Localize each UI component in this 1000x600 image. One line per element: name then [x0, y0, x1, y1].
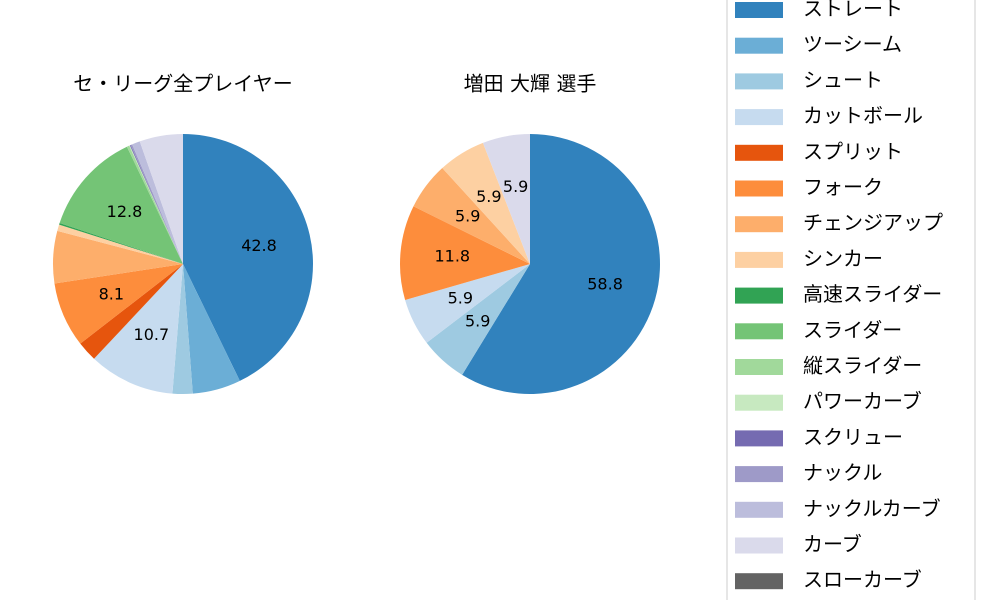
legend-label: スローカーブ: [803, 568, 922, 592]
value-label: 12.8: [107, 202, 143, 221]
legend-swatch: [735, 287, 783, 304]
pie-slice: [52, 230, 183, 284]
legend-swatch: [735, 37, 783, 54]
legend-swatch: [735, 180, 783, 197]
legend-swatch: [735, 2, 783, 18]
pie-slice: [413, 168, 530, 264]
legend-label: スクリュー: [803, 425, 903, 449]
pie-slice: [405, 264, 530, 343]
pie-slice: [129, 145, 183, 264]
value-label: 5.9: [448, 289, 473, 308]
value-label: 58.8: [587, 275, 623, 294]
legend-label: スプリット: [803, 139, 903, 163]
legend-swatch: [735, 109, 783, 126]
pie-slice: [442, 142, 530, 264]
value-label: 5.9: [503, 177, 528, 196]
legend-swatch: [735, 323, 783, 340]
pie-slice: [80, 264, 183, 359]
value-label: 5.9: [465, 311, 490, 330]
legend-swatch: [735, 359, 783, 375]
value-label: 42.8: [241, 236, 277, 255]
legend-label: カーブ: [803, 532, 862, 556]
legend-swatch: [735, 251, 783, 268]
legend-label: ツーシーム: [803, 32, 902, 56]
legend-swatch: [735, 394, 783, 411]
value-label: 11.8: [434, 247, 470, 266]
legend-box: [726, 0, 976, 600]
legend-label: 高速スライダー: [803, 282, 942, 306]
chart-title: 増田 大輝 選手: [464, 72, 597, 96]
pie-slice: [57, 224, 183, 264]
pie-slice: [132, 141, 183, 264]
pie-slice: [426, 264, 530, 375]
legend-label: ナックル: [803, 461, 882, 485]
legend-swatch: [735, 73, 783, 90]
legend-swatch: [735, 216, 783, 233]
value-label: 5.9: [476, 187, 501, 206]
legend-swatch: [735, 537, 783, 554]
legend-label: チェンジアップ: [803, 211, 943, 235]
pie-slice: [59, 146, 183, 264]
chart-title: セ・リーグ全プレイヤー: [73, 72, 292, 96]
legend-label: シュート: [803, 68, 883, 92]
pie-slice: [400, 206, 530, 301]
pie-slice: [129, 145, 183, 264]
pie-slice: [172, 264, 193, 394]
legend-label: フォーク: [803, 175, 883, 199]
pie-slice: [130, 144, 183, 264]
legend-swatch: [735, 501, 783, 518]
pie-slice: [59, 223, 183, 264]
legend-swatch: [735, 466, 783, 483]
value-label: 5.9: [455, 207, 480, 226]
value-label: 10.7: [134, 325, 170, 344]
legend-label: パワーカーブ: [803, 389, 922, 413]
pie-slice: [94, 264, 183, 394]
legend-label: 縦スライダー: [803, 354, 922, 378]
legend-swatch: [735, 573, 783, 590]
legend-label: シンカー: [803, 246, 883, 270]
pie-slice: [54, 264, 183, 344]
legend-label: スライダー: [803, 318, 902, 342]
value-label: 8.1: [99, 284, 124, 303]
legend-label: ナックルカーブ: [803, 496, 941, 520]
pie-slice: [183, 264, 240, 394]
pie-slice: [183, 134, 313, 381]
pie-slice: [462, 134, 660, 394]
pie-slice: [139, 134, 183, 264]
legend-label: ストレート: [803, 0, 903, 21]
legend-swatch: [735, 144, 783, 161]
pie-slice: [126, 145, 183, 264]
legend-label: カットボール: [803, 104, 923, 128]
legend-swatch: [735, 430, 783, 447]
pie-slice: [482, 134, 530, 264]
